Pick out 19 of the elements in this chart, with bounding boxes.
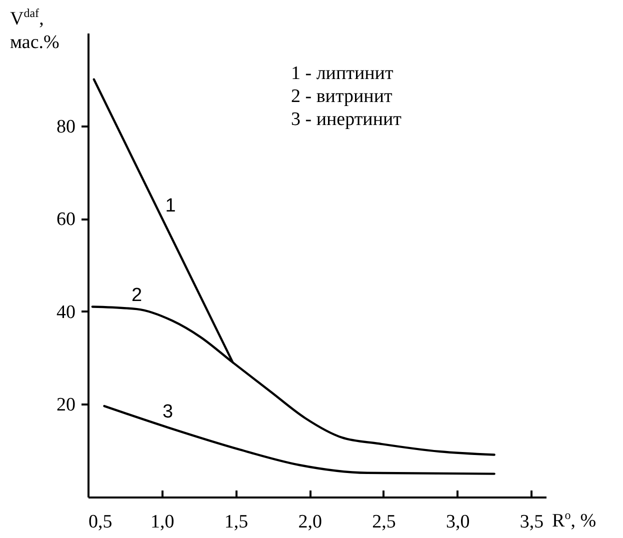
y-tick-label: 20 [56,394,76,416]
series-label: 1 [165,195,176,216]
y-tick-label: 80 [56,116,76,138]
y-axis-title: V$^{daf}$, мас.% [10,6,60,55]
x-tick-label: 1,5 [224,512,248,532]
x-tick-label: 3,5 [520,512,544,532]
series-label: 3 [162,401,174,422]
y-tick-label: 60 [56,209,76,230]
annotation: 2 - витринит [291,86,394,107]
x-tick-label: 1,0 [150,512,174,532]
x-tick-label: 0,5 [88,512,112,532]
series-label: 2 [131,285,142,306]
annotation: 1 - липтинит [291,63,394,84]
x-tick-label: 3,0 [446,512,470,532]
x-tick-label: 2,5 [372,512,396,532]
x-axis-title: R$^{o}$, % [552,508,596,534]
x-tick-label: 2,0 [298,512,322,532]
annotation: 3 - инертинит [291,109,402,130]
y-tick-label: 40 [56,302,76,323]
